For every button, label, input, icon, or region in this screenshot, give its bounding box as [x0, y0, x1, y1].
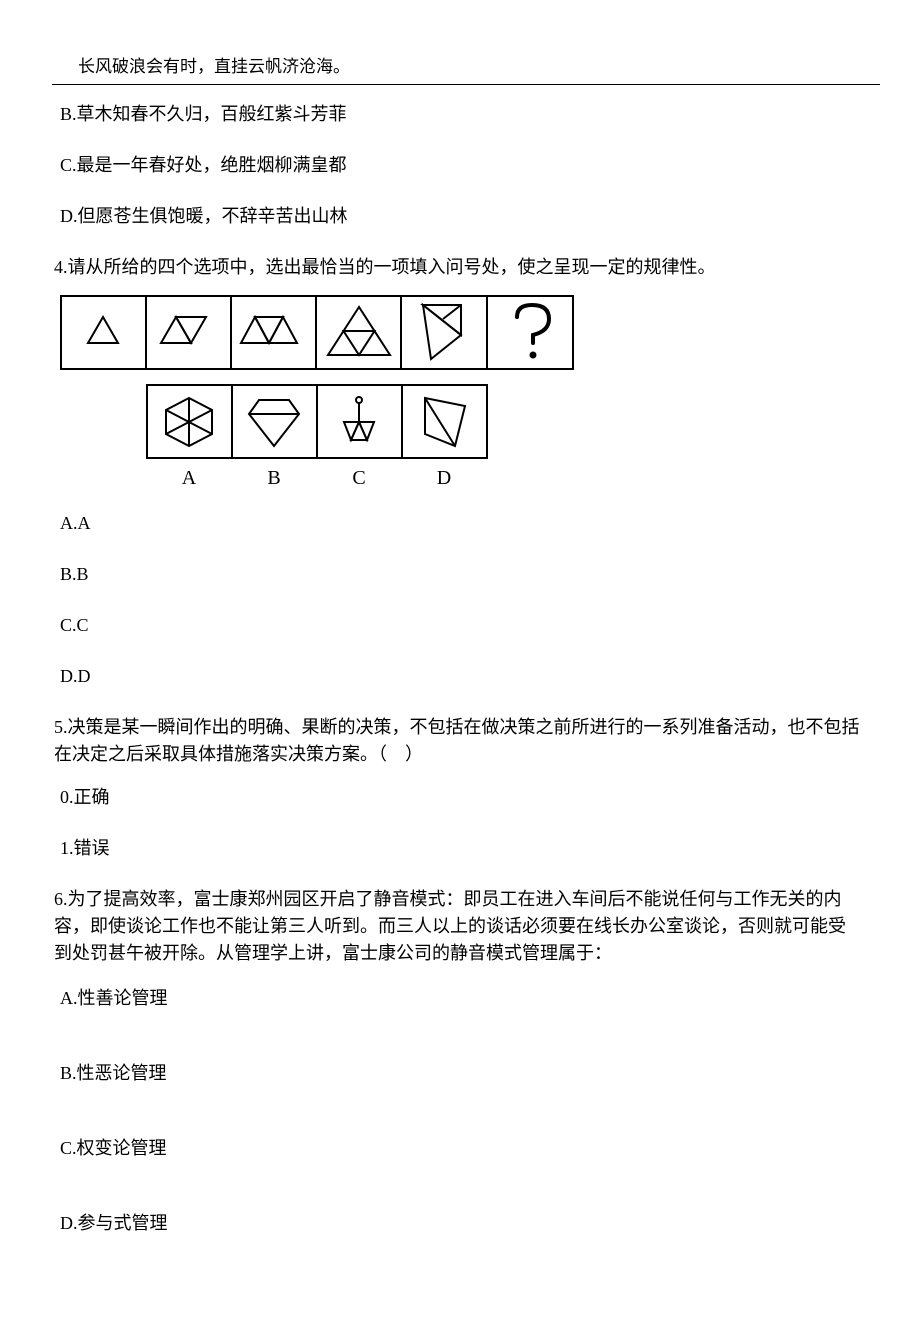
q4-option-a: A.A: [60, 510, 862, 537]
q4-text: 4.请从所给的四个选项中，选出最恰当的一项填入问号处，使之呈现一定的规律性。: [54, 254, 862, 281]
q4-options: A.A B.B C.C D.D: [54, 510, 862, 690]
q4-figure: A B C D: [60, 295, 862, 492]
q6-option-d: D.参与式管理: [60, 1210, 862, 1237]
q6-option-c: C.权变论管理: [60, 1135, 862, 1162]
q5-text: 5.决策是某一瞬间作出的明确、果断的决策，不包括在做决策之前所进行的一系列准备活…: [54, 714, 862, 768]
q3-option-d: D.但愿苍生俱饱暖，不辞辛苦出山林: [60, 203, 862, 230]
q6-text: 6.为了提高效率，富士康郑州园区开启了静音模式：即员工在进入车间后不能说任何与工…: [54, 886, 862, 967]
q4-fig-label-b: B: [267, 467, 280, 489]
q5-options: 0.正确 1.错误: [54, 784, 862, 862]
q4-figure-row1: [60, 295, 574, 370]
q4-option-c: C.C: [60, 612, 862, 639]
q4-fig-label-d: D: [437, 467, 451, 489]
q5-option-1: 1.错误: [60, 835, 862, 862]
q4-option-b: B.B: [60, 561, 862, 588]
header-rule: [52, 84, 880, 85]
q4-figure-row2: A B C D: [60, 384, 574, 492]
q6-option-a: A.性善论管理: [60, 985, 862, 1012]
q5-option-0: 0.正确: [60, 784, 862, 811]
q3-option-b: B.草木知春不久归，百般红紫斗芳菲: [60, 101, 862, 128]
q4-option-d: D.D: [60, 663, 862, 690]
q6-option-b: B.性恶论管理: [60, 1060, 862, 1087]
page-motto: 长风破浪会有时，直挂云帆济沧海。: [78, 54, 862, 80]
q6-options: A.性善论管理 B.性恶论管理 C.权变论管理 D.参与式管理: [54, 985, 862, 1237]
q4-fig-label-a: A: [182, 467, 197, 489]
q4-fig-label-c: C: [352, 467, 365, 489]
q3-option-c: C.最是一年春好处，绝胜烟柳满皇都: [60, 152, 862, 179]
